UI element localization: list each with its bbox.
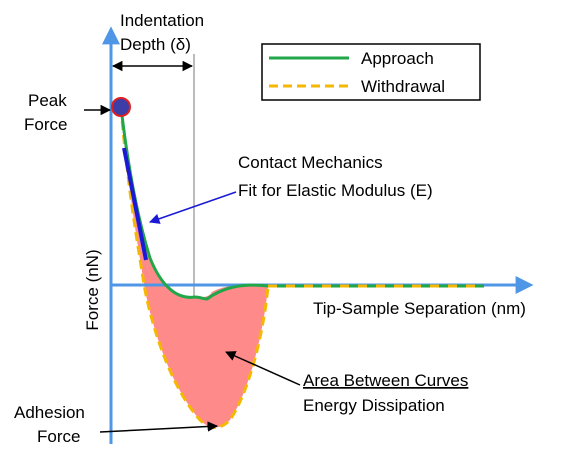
y-axis-label: Force (nN) [83,249,102,330]
indentation-label-line1: Indentation [120,11,204,30]
indentation-label-line2: Depth (δ) [120,35,191,54]
area-arrow [225,351,301,386]
contact-fit-arrow [149,191,237,224]
adhesion-label-line2: Force [37,427,80,446]
elastic-fit-line [122,147,148,261]
x-axis-label: Tip-Sample Separation (nm) [313,299,526,318]
legend-withdrawal-label: Withdrawal [361,77,445,96]
contact-label-line2: Fit for Elastic Modulus (E) [238,181,433,200]
legend-box [261,43,481,101]
energy-dissipation-area [121,107,268,428]
contact-label-line1: Contact Mechanics [238,153,383,172]
peak-force-marker [111,97,131,117]
withdrawal-curve [119,106,270,429]
adhesion-label-line1: Adhesion [14,403,85,422]
adhesion-arrow [99,421,219,433]
peak-label-line1: Peak [28,91,67,110]
area-label-line2: Energy Dissipation [303,396,445,415]
legend-approach-label: Approach [361,49,434,68]
peak-label-line2: Force [24,115,67,134]
area-label-line1: Area Between Curves [303,371,468,390]
